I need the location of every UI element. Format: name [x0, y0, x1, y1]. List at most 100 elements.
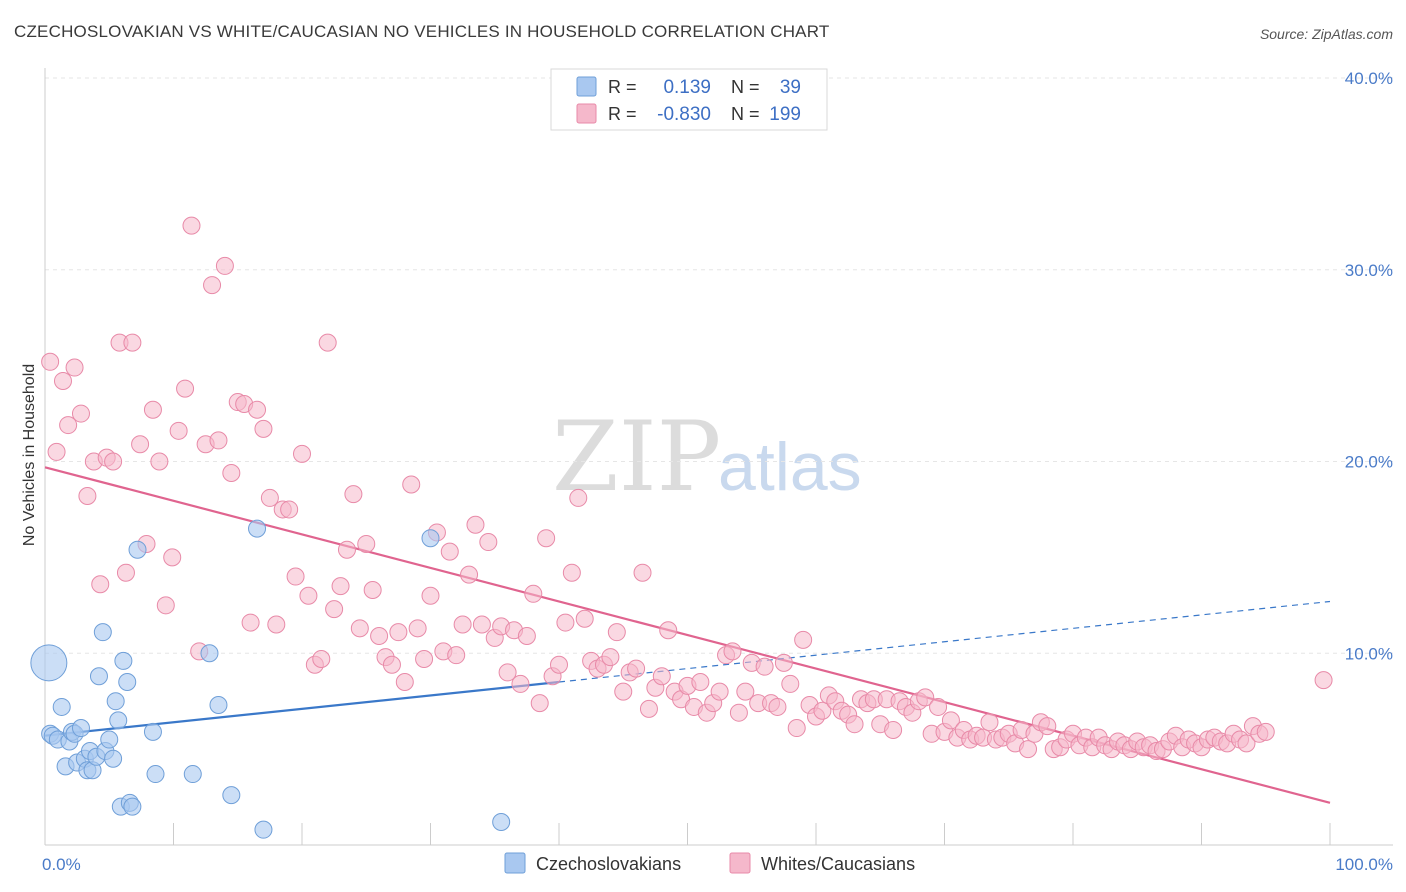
- whites-point-58: [415, 650, 434, 669]
- czechoslovakian-point-28: [128, 540, 147, 559]
- gridlines: [45, 77, 1393, 654]
- whites-point-8: [91, 575, 110, 594]
- whites-point-56: [402, 475, 421, 494]
- legend-r-label-pink: R =: [608, 104, 637, 124]
- whites-point-125: [845, 715, 864, 734]
- whites-point-91: [627, 659, 646, 678]
- czechoslovakian-point-36: [254, 820, 273, 839]
- watermark-atlas: atlas: [718, 429, 862, 505]
- whites-point-21: [176, 379, 195, 398]
- whites-point-3: [59, 416, 78, 435]
- whites-point-190: [1314, 671, 1333, 690]
- czechoslovakian-trend-extension: [558, 600, 1331, 683]
- whites-point-79: [550, 655, 568, 674]
- watermark: ZIP atlas: [552, 401, 862, 513]
- czechoslovakian-point-10: [71, 719, 90, 738]
- czechoslovakian-point-0: [30, 644, 68, 682]
- whites-point-1: [47, 442, 66, 461]
- whites-point-146: [980, 713, 999, 732]
- correlation-legend: R = 0.139 N = 39 R = -0.830 N = 199: [550, 68, 828, 131]
- series-legend-label-pink: Whites/Caucasians: [761, 854, 915, 874]
- y-tick-labels: 10.0% 20.0% 30.0% 40.0%: [1345, 69, 1393, 663]
- legend-n-value-blue: 39: [780, 77, 801, 98]
- whites-point-74: [517, 626, 536, 645]
- whites-point-68: [479, 533, 498, 552]
- czechoslovakian-point-25: [118, 673, 137, 692]
- x-tick-labels: 0.0% 100.0%: [42, 855, 1393, 874]
- whites-point-38: [286, 567, 305, 586]
- whites-point-107: [729, 703, 748, 722]
- whites-point-101: [691, 673, 710, 692]
- whites-point-37: [280, 500, 299, 519]
- whites-point-6: [78, 487, 97, 506]
- x-tick-label-0: 0.0%: [42, 855, 81, 874]
- whites-point-32: [248, 400, 267, 419]
- czechoslovakian-point-37: [421, 529, 440, 548]
- whites-point-13: [123, 333, 142, 352]
- whites-point-136: [916, 688, 935, 707]
- whites-point-39: [293, 444, 311, 463]
- whites-point-89: [614, 682, 633, 701]
- y-axis-label: No Vehicles in Household: [21, 364, 38, 546]
- whites-point-4: [65, 358, 84, 377]
- whites-point-113: [768, 697, 787, 716]
- y-tick-label-1: 20.0%: [1345, 453, 1393, 472]
- legend-n-value-pink: 199: [769, 104, 801, 125]
- x-tick-label-1: 100.0%: [1335, 855, 1393, 874]
- legend-r-value-blue: 0.139: [663, 77, 711, 98]
- whites-point-46: [337, 540, 356, 559]
- whites-point-75: [524, 584, 543, 603]
- czechoslovakian-point-16: [89, 667, 108, 686]
- whites-point-65: [460, 565, 479, 584]
- whites-point-96: [659, 621, 678, 640]
- whites-point-18: [156, 596, 175, 615]
- whites-point-45: [331, 577, 350, 596]
- whites-point-111: [755, 657, 774, 676]
- czechoslovakian-point-19: [100, 730, 119, 749]
- legend-r-label-blue: R =: [608, 77, 637, 97]
- y-tick-label-0: 10.0%: [1345, 644, 1393, 663]
- source-label: Source: ZipAtlas.com: [1260, 26, 1393, 42]
- czechoslovakian-point-21: [106, 692, 125, 711]
- czechoslovakian-point-33: [209, 696, 228, 715]
- whites-point-48: [350, 619, 369, 638]
- axes: [44, 68, 1393, 846]
- whites-point-77: [537, 529, 556, 548]
- y-tick-label-2: 30.0%: [1345, 261, 1393, 280]
- whites-point-42: [312, 650, 331, 669]
- whites-point-49: [357, 534, 376, 553]
- whites-point-28: [222, 464, 241, 483]
- whites-point-106: [723, 642, 742, 661]
- czechoslovakian-point-27: [123, 797, 142, 816]
- legend-r-value-pink: -0.830: [657, 104, 711, 125]
- whites-point-114: [774, 653, 793, 672]
- whites-point-17: [150, 452, 169, 471]
- whites-point-152: [1019, 740, 1038, 759]
- whites-point-115: [781, 674, 800, 693]
- whites-point-104: [710, 682, 729, 701]
- whites-point-16: [143, 400, 162, 419]
- y-tick-label-3: 40.0%: [1345, 69, 1393, 88]
- whites-point-116: [787, 719, 806, 738]
- legend-swatch-blue: [576, 76, 597, 97]
- series-legend-swatch-pink: [729, 852, 751, 874]
- whites-point-138: [929, 697, 948, 716]
- whites-point-43: [318, 333, 337, 352]
- whites-point-140: [941, 711, 960, 730]
- whites-point-117: [794, 630, 813, 649]
- whites-point-108: [736, 682, 755, 701]
- whites-point-73: [511, 674, 530, 693]
- whites-point-76: [530, 694, 549, 713]
- legend-n-label-blue: N =: [731, 77, 760, 97]
- whites-point-83: [575, 609, 594, 628]
- czechoslovakian-point-35: [248, 519, 267, 538]
- whites-point-2: [53, 371, 72, 390]
- whites-point-63: [447, 646, 466, 665]
- whites-point-92: [633, 563, 652, 582]
- czechoslovakian-point-22: [109, 711, 128, 730]
- series-legend: Czechoslovakians Whites/Caucasians: [504, 852, 915, 874]
- czechoslovakian-point-4: [52, 697, 71, 716]
- whites-point-120: [813, 701, 832, 720]
- czechoslovakian-point-17: [93, 623, 112, 642]
- whites-point-51: [370, 626, 389, 645]
